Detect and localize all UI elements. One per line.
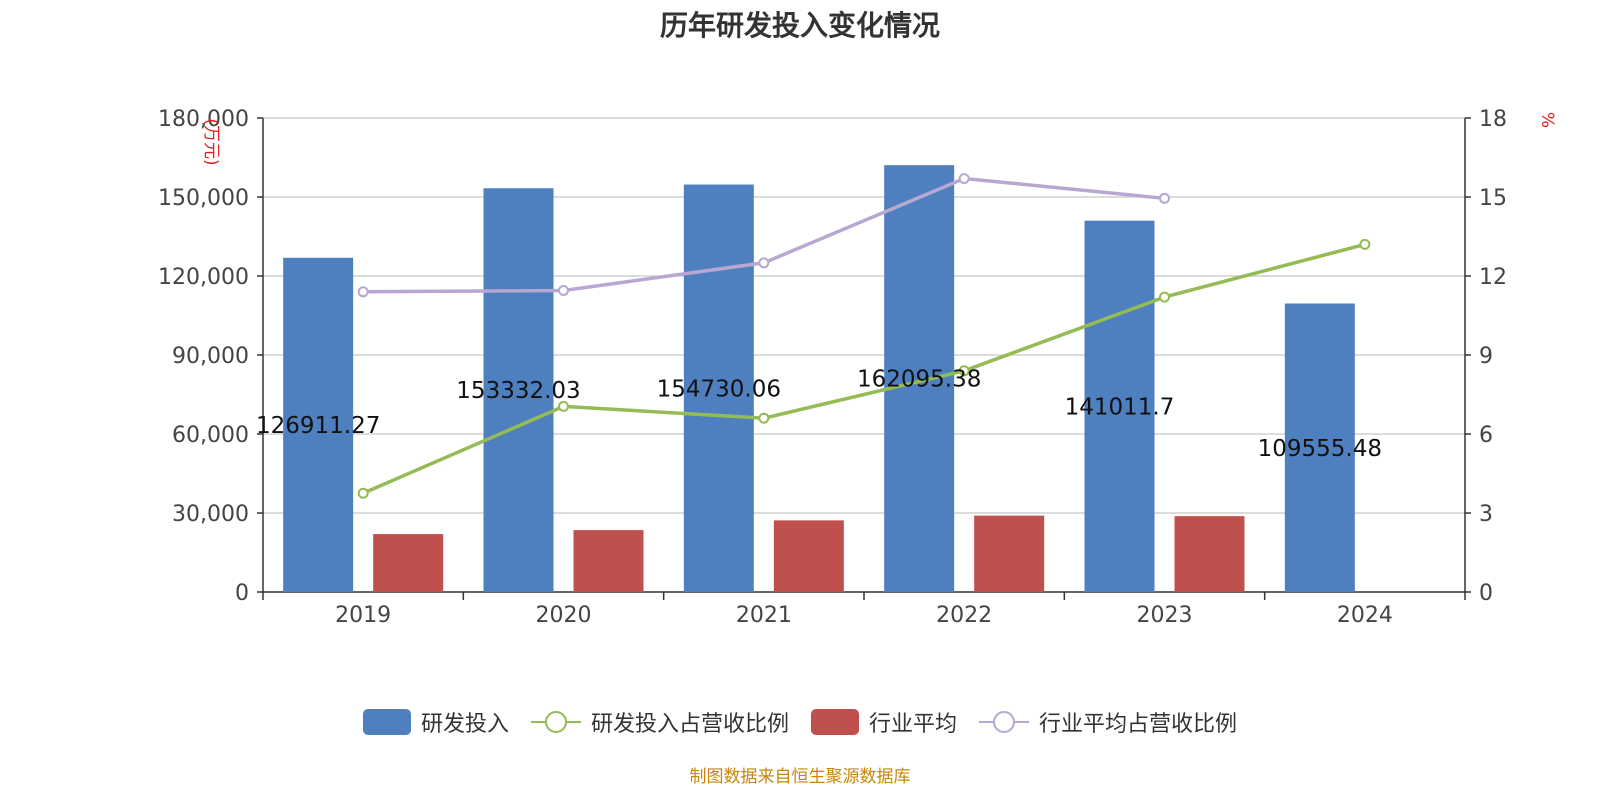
- legend-label-rd-invest: 研发投入: [420, 712, 509, 737]
- y-left-tick-label: 30,000: [172, 502, 249, 527]
- y-right-tick-label: 6: [1479, 423, 1493, 448]
- legend-swatch-industry-ratio: [979, 711, 1030, 733]
- y-left-unit-label: (万元): [201, 118, 221, 165]
- y-right-tick-label: 12: [1479, 265, 1507, 290]
- point-rd-ratio: [558, 400, 569, 412]
- legend-swatch-rd-invest: [362, 709, 411, 735]
- legend-swatch-industry-avg: [811, 709, 859, 735]
- y-right-tick-label: 9: [1479, 344, 1493, 369]
- x-tick-label: 2020: [536, 603, 592, 628]
- legend-swatch-rd-ratio: [530, 711, 581, 733]
- y-right-tick-label: 18: [1479, 107, 1507, 132]
- point-industry-ratio: [958, 173, 970, 185]
- y-left-tick-label: 60,000: [172, 423, 249, 448]
- data-label-rd-invest: 126911.27: [256, 413, 380, 439]
- point-rd-ratio: [758, 412, 770, 424]
- point-rd-ratio: [958, 365, 970, 377]
- chart-legend: 研发投入 研发投入占营收比例 行业平均 行业平均占营收比例: [0, 702, 1600, 742]
- y-right-tick-label: 3: [1479, 502, 1493, 527]
- point-industry-ratio: [558, 284, 569, 296]
- y-right-unit-label: %: [1537, 112, 1557, 128]
- line-rd-ratio: [362, 242, 1366, 495]
- point-rd-ratio: [1359, 238, 1371, 250]
- legend-item-industry-ratio[interactable]: 行业平均占营收比例: [979, 706, 1237, 738]
- legend-label-rd-ratio: 研发投入占营收比例: [590, 712, 789, 737]
- bar-industry-avg: [1174, 516, 1245, 592]
- data-label-rd-invest: 154730.06: [657, 376, 781, 402]
- x-tick-label: 2023: [1137, 603, 1193, 628]
- line-industry-ratio: [363, 176, 1165, 294]
- data-label-rd-invest: 162095.38: [857, 367, 981, 393]
- bar-rd-invest: [283, 257, 354, 592]
- bar-rd-invest: [884, 165, 955, 592]
- bar-industry-avg: [373, 534, 444, 592]
- x-tick-label: 2024: [1337, 603, 1393, 628]
- chart-canvas: 0 30,000 60,000 90,000 120,000 150,000 180,000…: [158, 107, 1557, 628]
- data-label-rd-invest: 153332.03: [456, 378, 580, 404]
- legend-item-industry-avg[interactable]: 行业平均: [811, 706, 957, 738]
- legend-item-rd-ratio[interactable]: 研发投入占营收比例: [530, 706, 789, 738]
- legend-label-industry-avg: 行业平均: [869, 712, 958, 737]
- bar-industry-avg: [773, 520, 844, 592]
- data-label-rd-invest: 109555.48: [1258, 436, 1382, 462]
- y-right-tick-label: 0: [1479, 581, 1493, 606]
- legend-label-industry-ratio: 行业平均占营收比例: [1039, 712, 1238, 737]
- y-left-tick-label: 120,000: [158, 265, 249, 290]
- chart-title: 历年研发投入变化情况: [659, 9, 940, 42]
- bar-rd-invest: [483, 188, 554, 592]
- point-industry-ratio: [758, 257, 770, 269]
- bar-rd-invest: [1084, 220, 1155, 592]
- x-tick-label: 2021: [736, 603, 792, 628]
- x-tick-label: 2022: [936, 603, 992, 628]
- y-left-tick-label: 0: [235, 581, 249, 606]
- bar-rd-invest: [1284, 303, 1355, 592]
- bar-industry-avg: [974, 515, 1045, 592]
- bar-rd-invest: [683, 184, 754, 592]
- point-rd-ratio: [357, 487, 369, 499]
- data-label-rd-invest: 141011.7: [1065, 394, 1175, 420]
- point-industry-ratio: [1159, 192, 1170, 204]
- x-tick-label: 2019: [335, 603, 391, 628]
- data-source-note: 制图数据来自恒生聚源数据库: [689, 767, 911, 787]
- bar-industry-avg: [573, 530, 644, 592]
- y-left-tick-label: 90,000: [172, 344, 249, 369]
- legend-item-rd-invest[interactable]: 研发投入: [362, 706, 509, 738]
- y-left-tick-label: 180,000: [158, 107, 249, 132]
- point-industry-ratio: [357, 286, 369, 298]
- y-left-tick-label: 150,000: [158, 186, 249, 211]
- y-right-tick-label: 15: [1479, 186, 1507, 211]
- point-rd-ratio: [1159, 291, 1170, 303]
